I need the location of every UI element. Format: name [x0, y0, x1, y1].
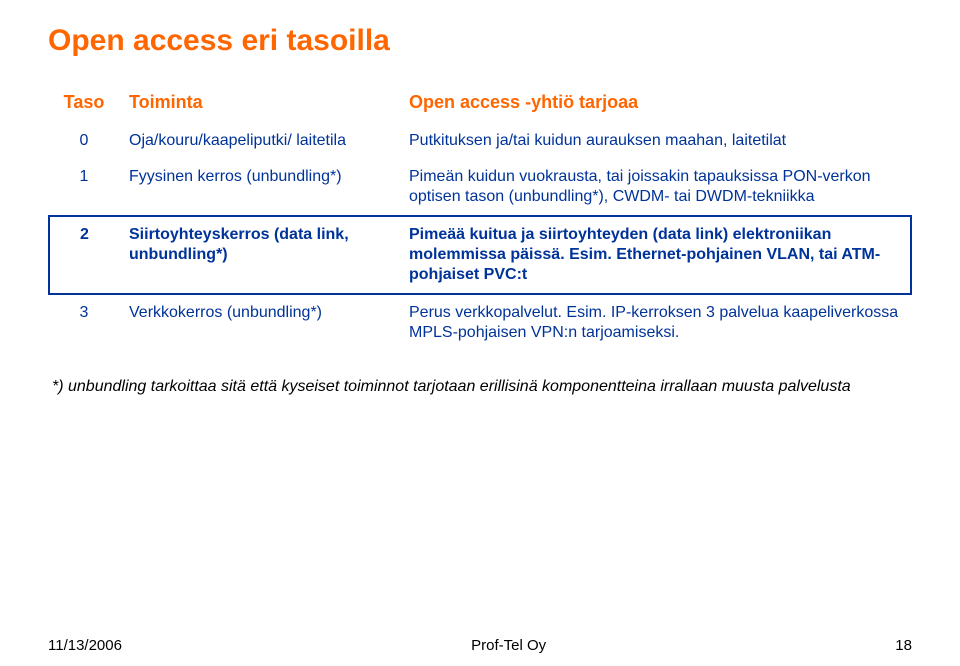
- cell-taso: 3: [49, 294, 119, 351]
- table-row: 1 Fyysinen kerros (unbundling*) Pimeän k…: [49, 159, 911, 216]
- cell-taso: 0: [49, 123, 119, 159]
- table-row: 0 Oja/kouru/kaapeliputki/ laitetila Putk…: [49, 123, 911, 159]
- footer-page: 18: [895, 637, 912, 654]
- cell-taso: 1: [49, 159, 119, 216]
- table-row-highlighted: 2 Siirtoyhteyskerros (data link, unbundl…: [49, 216, 911, 294]
- footer: 11/13/2006 Prof-Tel Oy 18: [48, 637, 912, 654]
- page-title: Open access eri tasoilla: [48, 24, 912, 58]
- cell-toiminta: Verkkokerros (unbundling*): [119, 294, 399, 351]
- cell-desc: Perus verkkopalvelut. Esim. IP-kerroksen…: [399, 294, 911, 351]
- cell-desc: Putkituksen ja/tai kuidun aurauksen maah…: [399, 123, 911, 159]
- cell-desc: Pimeää kuitua ja siirtoyhteyden (data li…: [399, 216, 911, 294]
- header-taso: Taso: [49, 86, 119, 123]
- cell-toiminta: Fyysinen kerros (unbundling*): [119, 159, 399, 216]
- table-row: 3 Verkkokerros (unbundling*) Perus verkk…: [49, 294, 911, 351]
- footer-date: 11/13/2006: [48, 637, 122, 654]
- cell-taso: 2: [49, 216, 119, 294]
- cell-toiminta: Siirtoyhteyskerros (data link, unbundlin…: [119, 216, 399, 294]
- cell-toiminta: Oja/kouru/kaapeliputki/ laitetila: [119, 123, 399, 159]
- footnote: *) unbundling tarkoittaa sitä että kysei…: [48, 377, 912, 398]
- table-header-row: Taso Toiminta Open access -yhtiö tarjoaa: [49, 86, 911, 123]
- cell-desc: Pimeän kuidun vuokrausta, tai joissakin …: [399, 159, 911, 216]
- header-toiminta: Toiminta: [119, 86, 399, 123]
- levels-table: Taso Toiminta Open access -yhtiö tarjoaa…: [48, 86, 912, 351]
- footer-center: Prof-Tel Oy: [471, 637, 546, 654]
- header-desc: Open access -yhtiö tarjoaa: [399, 86, 911, 123]
